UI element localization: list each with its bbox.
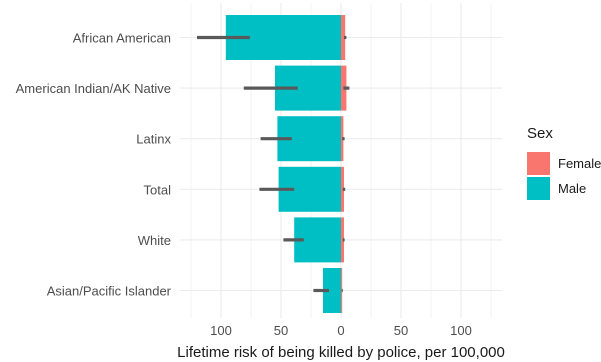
- legend: Sex Female Male: [527, 125, 601, 200]
- y-tick-label: Asian/Pacific Islander: [47, 284, 172, 299]
- y-tick-label: Latinx: [136, 132, 171, 147]
- x-axis-labels: 100 50 0 50 100: [210, 323, 472, 338]
- x-axis-title: Lifetime risk of being killed by police,…: [177, 344, 505, 361]
- x-tick-label: 100: [450, 323, 472, 338]
- bar-female: [341, 166, 344, 212]
- y-tick-label: American Indian/AK Native: [16, 81, 171, 96]
- bars: [225, 15, 347, 313]
- x-tick-label: 100: [210, 323, 232, 338]
- y-tick-label: African American: [73, 31, 171, 46]
- x-tick-label: 0: [337, 323, 344, 338]
- legend-key-female: [527, 152, 550, 175]
- legend-label-female: Female: [558, 156, 601, 171]
- y-axis-labels: African American American Indian/AK Nativ…: [16, 31, 172, 299]
- x-tick-label: 50: [274, 323, 288, 338]
- bar-female: [341, 15, 346, 60]
- bar-male: [323, 268, 341, 313]
- x-tick-label: 50: [394, 323, 408, 338]
- y-tick-label: Total: [144, 182, 172, 197]
- legend-title: Sex: [527, 125, 553, 142]
- error-bars: [197, 35, 350, 293]
- bar-female: [341, 217, 344, 263]
- legend-key-male: [527, 177, 550, 200]
- y-tick-label: White: [138, 233, 171, 248]
- legend-label-male: Male: [558, 181, 586, 196]
